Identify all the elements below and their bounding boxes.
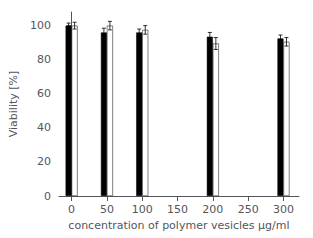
svg-text:80: 80 <box>37 53 51 66</box>
svg-text:20: 20 <box>37 155 51 168</box>
svg-text:100: 100 <box>132 203 153 216</box>
svg-text:100: 100 <box>30 19 51 32</box>
svg-text:300: 300 <box>273 203 294 216</box>
svg-text:0: 0 <box>44 190 51 203</box>
svg-text:concentration of polymer vesic: concentration of polymer vesicles µg/ml <box>68 219 289 232</box>
svg-text:40: 40 <box>37 121 51 134</box>
svg-text:0: 0 <box>68 203 75 216</box>
svg-text:50: 50 <box>100 203 114 216</box>
svg-text:Viability [%]: Viability [%] <box>7 71 20 138</box>
svg-text:200: 200 <box>202 203 223 216</box>
svg-text:60: 60 <box>37 87 51 100</box>
svg-text:250: 250 <box>238 203 259 216</box>
svg-text:150: 150 <box>167 203 188 216</box>
